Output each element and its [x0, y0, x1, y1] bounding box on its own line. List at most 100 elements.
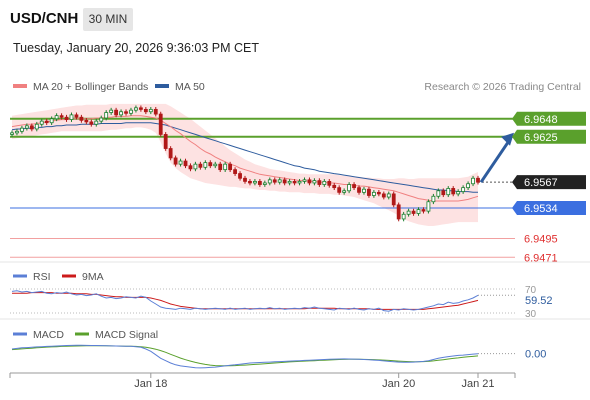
forecast-arrow	[479, 132, 514, 184]
candle	[20, 125, 24, 134]
level-box-resistance-1	[512, 129, 586, 144]
level-box-last-price	[512, 175, 586, 190]
ma20-legend-swatch	[13, 84, 27, 88]
candle	[272, 177, 277, 185]
candle	[238, 171, 242, 181]
candle	[188, 163, 193, 172]
candle	[277, 177, 282, 185]
level-box-support-1	[512, 201, 586, 215]
rsi-legend-label: RSI	[33, 271, 51, 283]
candle	[312, 178, 317, 186]
rsi-ma-line	[12, 292, 479, 310]
candle	[386, 191, 391, 200]
macd-line	[11, 344, 479, 369]
candle	[466, 181, 470, 190]
macd-last-value: 0.00	[525, 349, 546, 361]
timestamp: Tuesday, January 20, 2026 9:36:03 PM CET	[13, 41, 259, 55]
candle	[287, 179, 292, 186]
candle	[138, 105, 143, 112]
level-label-support-2: 6.9495	[524, 234, 558, 246]
candle	[461, 185, 466, 194]
macd-signal-legend-label: MACD Signal	[95, 329, 158, 341]
candle	[153, 107, 158, 117]
candle	[436, 188, 441, 199]
ma50-legend-label: MA 50	[175, 81, 205, 93]
credit-text: Research © 2026 Trading Central	[424, 81, 581, 93]
candlesticks	[10, 105, 480, 222]
candle	[367, 186, 371, 198]
candle	[59, 113, 64, 120]
candle	[292, 179, 297, 186]
candle	[74, 112, 79, 120]
level-label-last-price: 6.9567	[524, 177, 558, 189]
candle	[94, 118, 99, 127]
level-box-resistance-2	[512, 111, 586, 126]
candle	[347, 182, 352, 194]
candle	[124, 109, 128, 116]
time-axis: Jan 18 Jan 20 Jan 21	[9, 372, 516, 390]
candle	[84, 118, 89, 125]
symbol-title: USD/CNH	[10, 10, 79, 27]
candle	[228, 161, 233, 172]
candle	[218, 161, 223, 172]
rsi-last-value: 59.52	[525, 295, 553, 307]
candle	[34, 121, 39, 132]
candle	[362, 186, 366, 195]
candle	[223, 161, 228, 172]
candle	[158, 111, 163, 137]
candle	[163, 132, 168, 151]
candle	[446, 186, 451, 198]
candle	[183, 158, 188, 169]
candle	[322, 179, 327, 187]
candle	[342, 188, 347, 195]
candle	[352, 182, 356, 190]
candle	[44, 118, 49, 126]
candle	[416, 207, 421, 216]
level-label-resistance-2: 6.9648	[524, 114, 558, 126]
candle	[401, 211, 406, 222]
candle	[203, 160, 208, 170]
level-lines	[10, 117, 517, 258]
bollinger-band	[12, 103, 478, 226]
rsi-level-label: 30	[525, 309, 537, 320]
candle	[15, 128, 19, 136]
candle	[213, 161, 218, 169]
candle	[29, 123, 34, 132]
candle	[391, 191, 396, 208]
candle	[337, 185, 342, 195]
ma50-legend-swatch	[155, 84, 169, 88]
candle	[476, 175, 480, 185]
candle	[89, 119, 94, 127]
candle	[173, 155, 178, 167]
candle	[104, 110, 109, 121]
candle	[253, 179, 257, 186]
candle	[357, 185, 361, 195]
candle	[471, 175, 475, 187]
candle	[24, 123, 29, 131]
rsi-level-label: 70	[525, 285, 537, 296]
candle	[39, 118, 44, 127]
candle	[441, 188, 446, 198]
rsi-panel: 70 30 59.52	[10, 285, 553, 320]
candle	[193, 161, 198, 172]
time-axis-label: Jan 21	[461, 378, 494, 390]
candle	[426, 199, 431, 214]
interval-button[interactable]: 30 MIN	[83, 8, 133, 31]
candle	[10, 130, 14, 137]
level-labels: 6.9648 6.9625 6.9567 6.9534 6.9495 6.9471	[512, 111, 586, 264]
time-axis-label: Jan 18	[134, 378, 167, 390]
candle	[134, 105, 138, 113]
ma20-legend-label: MA 20 + Bollinger Bands	[33, 81, 148, 93]
candle	[64, 114, 69, 122]
candle	[267, 177, 272, 186]
candle	[79, 114, 84, 123]
candle	[257, 179, 262, 187]
macd-panel: 0.00	[11, 344, 546, 369]
rsi-ma-legend-label: 9MA	[82, 271, 104, 283]
candle	[198, 161, 203, 170]
candle	[168, 146, 173, 161]
candle	[421, 207, 426, 214]
candle	[406, 208, 411, 217]
ma20-line	[11, 115, 479, 202]
